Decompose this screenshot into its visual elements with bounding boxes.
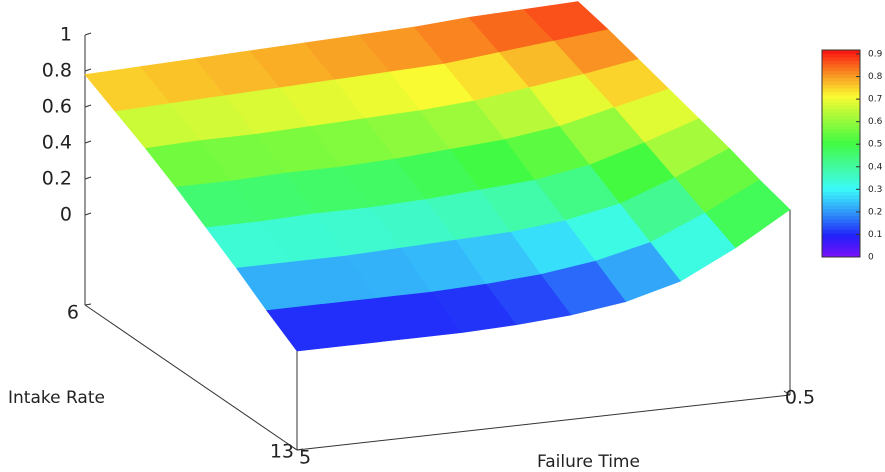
colorbar-segment — [822, 188, 860, 192]
colorbar-segment — [822, 112, 860, 117]
colorbar-segment — [822, 174, 860, 179]
colorbar-tick-label: 0.1 — [868, 230, 882, 240]
colorbar-segment — [822, 163, 860, 168]
y-tick — [296, 448, 304, 451]
colorbar-segment — [822, 98, 860, 103]
axis-line — [84, 304, 298, 451]
z-tick — [84, 104, 92, 108]
colorbar-segment — [822, 181, 860, 186]
z-tick-label: 0.8 — [42, 60, 72, 82]
colorbar-segment — [822, 53, 860, 58]
colorbar-segment — [822, 146, 860, 151]
colorbar-segment — [822, 150, 860, 154]
colorbar-segment — [822, 56, 860, 61]
colorbar-segment — [822, 143, 860, 148]
y-tick-label: 6 — [67, 302, 79, 324]
surface-patch — [266, 304, 353, 352]
y-axis-label: Intake Rate — [8, 388, 105, 408]
z-tick — [84, 212, 92, 216]
colorbar-segment — [822, 191, 860, 196]
colorbar-segment — [822, 184, 860, 189]
x-tick-label: 0.5 — [785, 387, 815, 409]
colorbar-segment — [822, 236, 860, 241]
z-tick-label: 0 — [60, 204, 72, 226]
colorbar-segment — [822, 115, 860, 120]
colorbar-segment — [822, 91, 860, 96]
x-tick — [290, 445, 298, 451]
colorbar-segment — [822, 101, 860, 106]
colorbar-segment — [822, 70, 860, 75]
colorbar-tick-label: 0.3 — [868, 185, 882, 195]
colorbar-segment — [822, 229, 860, 234]
x-tick-label: 5 — [299, 447, 311, 469]
colorbar-segment — [822, 94, 860, 99]
colorbar-segment — [822, 170, 860, 175]
colorbar-segment — [822, 205, 860, 210]
colorbar-segment — [822, 198, 860, 203]
colorbar-tick-label: 0.8 — [868, 72, 883, 82]
colorbar-segment — [822, 212, 860, 217]
colorbar-segment — [822, 105, 860, 110]
z-tick-label: 0.4 — [42, 132, 72, 154]
colorbar-segment — [822, 67, 860, 72]
colorbar-segment — [822, 201, 860, 206]
colorbar-tick-label: 0.7 — [868, 95, 882, 105]
z-tick — [84, 140, 92, 144]
z-tick-label: 1 — [60, 24, 72, 46]
colorbar-segment — [822, 74, 860, 79]
colorbar-segment — [822, 84, 860, 89]
colorbar-tick-label: 0.6 — [868, 117, 883, 127]
z-tick-label: 0.2 — [42, 168, 72, 190]
colorbar-segment — [822, 63, 860, 68]
colorbar-segment — [822, 232, 860, 237]
colorbar-segment — [822, 119, 860, 123]
z-tick — [84, 32, 92, 36]
colorbar-segment — [822, 208, 860, 213]
axis-line — [296, 394, 791, 451]
colorbar-segment — [822, 108, 860, 113]
colorbar-segment — [822, 215, 860, 220]
colorbar-tick-label: 0.2 — [868, 207, 882, 217]
x-tick — [783, 390, 791, 396]
colorbar-tick-label: 0 — [868, 253, 874, 263]
colorbar-segment — [822, 125, 860, 130]
colorbar-segment — [822, 139, 860, 144]
colorbar-segment — [822, 167, 860, 172]
colorbar-segment — [822, 81, 860, 85]
colorbar-segment — [822, 225, 860, 230]
y-tick-label: 13 — [270, 441, 294, 463]
x-axis-label: Failure Time — [537, 452, 640, 472]
colorbar-segment — [822, 219, 860, 223]
colorbar-segment — [822, 129, 860, 134]
colorbar-segment — [822, 60, 860, 65]
colorbar-segment — [822, 160, 860, 165]
colorbar-frame — [821, 49, 861, 258]
colorbar-tick-label: 0.9 — [868, 50, 883, 60]
z-tick-label: 0.6 — [42, 96, 72, 118]
z-tick — [84, 176, 92, 180]
colorbar-segment — [822, 246, 860, 251]
colorbar-segment — [822, 136, 860, 141]
colorbar-segment — [822, 177, 860, 182]
colorbar-segment — [822, 194, 860, 199]
colorbar-tick-label: 0.5 — [868, 140, 882, 150]
colorbar-segment — [822, 132, 860, 137]
colorbar-segment — [822, 239, 860, 244]
colorbar-segment — [822, 87, 860, 92]
y-tick — [84, 303, 92, 306]
colorbar-segment — [822, 156, 860, 161]
colorbar-segment — [822, 77, 860, 82]
colorbar-tick-label: 0.4 — [868, 162, 883, 172]
z-tick — [84, 68, 92, 72]
colorbar-segment — [822, 153, 860, 158]
colorbar-segment — [822, 243, 860, 248]
colorbar-segment — [822, 222, 860, 227]
colorbar-segment — [822, 50, 860, 54]
colorbar-segment — [822, 253, 860, 258]
colorbar-segment — [822, 122, 860, 127]
colorbar-segment — [822, 250, 860, 255]
